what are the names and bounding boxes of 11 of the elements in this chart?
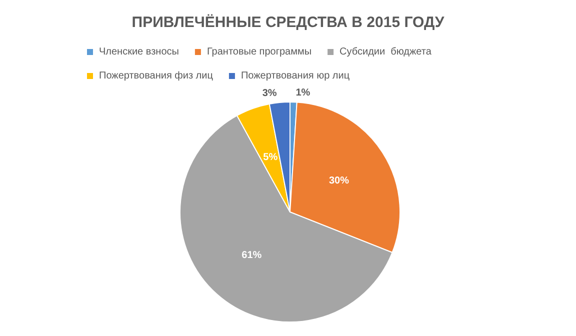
data-label: 5% bbox=[263, 152, 278, 163]
legend-label: Субсидии бюджета bbox=[340, 46, 432, 58]
data-label: 3% bbox=[262, 88, 277, 100]
data-label: 1% bbox=[296, 88, 310, 99]
legend-label: Пожертвования юр лиц bbox=[240, 70, 350, 82]
data-label: 61% bbox=[242, 250, 262, 262]
data-label: 30% bbox=[328, 175, 350, 186]
legend-label: Членские взносы bbox=[99, 46, 179, 58]
legend-label: Грантовые программы bbox=[206, 46, 312, 58]
legend-label: Пожертвования физ лиц bbox=[99, 70, 214, 82]
chart-title: ПРИВЛЕЧЁННЫЕ СРЕДСТВА В 2015 ГОДУ bbox=[132, 14, 445, 31]
